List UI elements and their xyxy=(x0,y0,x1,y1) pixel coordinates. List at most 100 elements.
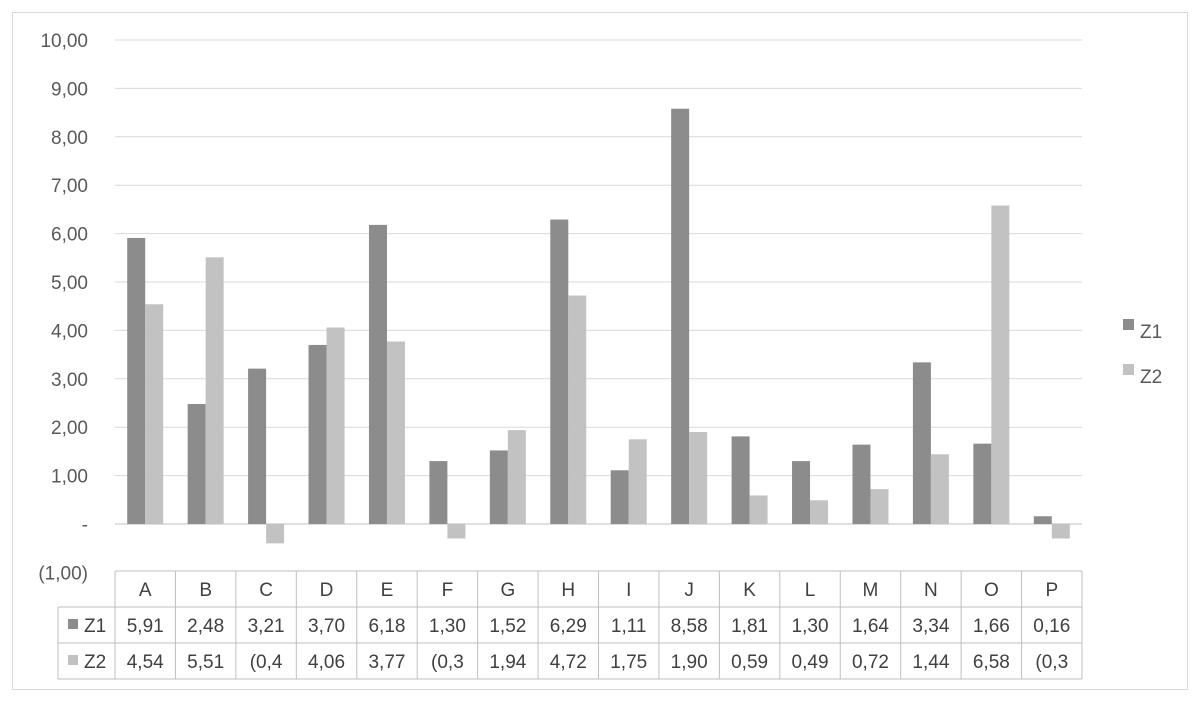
x-tick-label: B xyxy=(199,580,212,601)
table-value: 1,81 xyxy=(731,616,768,637)
table-value: 0,49 xyxy=(792,652,829,673)
bar-z2-o xyxy=(991,205,1010,524)
bars xyxy=(127,108,1070,544)
legend-label: Z1 xyxy=(1140,322,1162,343)
bar-z2-k xyxy=(749,495,768,524)
grid-lines xyxy=(115,39,1082,525)
table-series-label: Z2 xyxy=(84,652,106,673)
table-value: 4,54 xyxy=(127,652,164,673)
bar-z1-o xyxy=(973,443,992,524)
table-value: 3,70 xyxy=(308,616,345,637)
y-tick-label: 2,00 xyxy=(51,418,88,439)
table-value: 0,59 xyxy=(731,652,768,673)
x-tick-label: M xyxy=(863,580,879,601)
x-tick-label: I xyxy=(626,580,631,601)
bar-z2-a xyxy=(145,304,164,524)
table-value: 3,21 xyxy=(248,616,285,637)
x-tick-label: A xyxy=(139,580,152,601)
table-value: 4,06 xyxy=(308,652,345,673)
bar-z1-i xyxy=(610,470,629,524)
bar-z2-i xyxy=(628,439,647,524)
bar-z1-g xyxy=(489,450,508,524)
x-tick-label: G xyxy=(500,580,515,601)
table-value: 0,72 xyxy=(852,652,889,673)
bar-z2-m xyxy=(870,489,889,524)
legend-key xyxy=(1123,364,1134,375)
table-value: 3,34 xyxy=(912,616,949,637)
x-tick-label: L xyxy=(805,580,816,601)
y-tick-label: 6,00 xyxy=(51,225,88,246)
bar-z2-h xyxy=(568,295,587,524)
table-legend-key xyxy=(68,655,78,665)
table-value: 6,18 xyxy=(368,616,405,637)
table-value: 0,16 xyxy=(1033,616,1070,637)
table-value: 3,77 xyxy=(368,652,405,673)
bar-z2-d xyxy=(326,327,345,524)
bar-z2-c xyxy=(266,524,285,544)
table-value: 8,58 xyxy=(671,616,708,637)
table-legend-key xyxy=(68,619,78,629)
y-tick-label: 9,00 xyxy=(51,79,88,100)
table-value: 6,58 xyxy=(973,652,1010,673)
y-tick-label: 10,00 xyxy=(40,31,88,52)
x-tick-label: H xyxy=(561,580,575,601)
bar-z2-n xyxy=(930,454,949,524)
bar-z2-e xyxy=(386,341,405,524)
table-value: (0,3 xyxy=(1035,652,1068,673)
bar-z1-l xyxy=(792,461,811,524)
table-value: 1,52 xyxy=(489,616,526,637)
bar-z1-h xyxy=(550,219,569,524)
y-tick-label: - xyxy=(82,515,88,536)
x-tick-label: J xyxy=(684,580,694,601)
x-tick-label: K xyxy=(743,580,756,601)
x-tick-label: P xyxy=(1045,580,1058,601)
table-value: 1,44 xyxy=(912,652,949,673)
y-tick-label: (1,00) xyxy=(38,563,88,584)
legend-key xyxy=(1123,319,1134,330)
table-value: 1,11 xyxy=(611,616,647,637)
bar-z2-b xyxy=(205,257,224,524)
x-tick-label: O xyxy=(984,580,999,601)
x-tick-label: F xyxy=(442,580,454,601)
bar-z1-b xyxy=(187,403,206,524)
bar-z1-p xyxy=(1033,516,1052,524)
bar-z1-d xyxy=(308,344,327,524)
y-tick-label: 3,00 xyxy=(51,370,88,391)
table-value: 2,48 xyxy=(187,616,224,637)
table-series-label: Z1 xyxy=(84,616,106,637)
table-value: 4,72 xyxy=(550,652,587,673)
legend-label: Z2 xyxy=(1140,367,1162,388)
y-tick-label: 7,00 xyxy=(51,176,88,197)
table-value: 1,75 xyxy=(610,652,647,673)
table-value: 1,66 xyxy=(973,616,1010,637)
table-value: 1,90 xyxy=(671,652,708,673)
table-value: 6,29 xyxy=(550,616,587,637)
bar-z1-k xyxy=(731,436,750,524)
x-tick-label: E xyxy=(381,580,394,601)
table-value: 1,94 xyxy=(489,652,526,673)
bar-z1-m xyxy=(852,444,871,524)
bar-z2-f xyxy=(447,524,466,539)
table-value: 1,64 xyxy=(852,616,889,637)
table-value: 1,30 xyxy=(792,616,829,637)
x-tick-label: D xyxy=(320,580,334,601)
bar-z1-j xyxy=(671,108,690,524)
bar-z2-l xyxy=(810,500,829,524)
y-tick-label: 4,00 xyxy=(51,321,88,342)
legend: Z1 Z2 xyxy=(1123,319,1162,388)
bar-z2-g xyxy=(507,430,526,524)
data-table: A B C D E F G H I J K L M N O P Z1 5,91 2,48 3,21 3,70 6,18 1,… xyxy=(57,570,1083,680)
table-value: 5,51 xyxy=(187,652,224,673)
x-tick-label: N xyxy=(924,580,938,601)
bar-z2-p xyxy=(1051,524,1070,539)
bar-z1-f xyxy=(429,461,448,524)
bar-z1-a xyxy=(127,237,146,524)
bar-z1-n xyxy=(912,362,931,524)
table-value: (0,4 xyxy=(250,652,283,673)
y-tick-label: 8,00 xyxy=(51,128,88,149)
x-tick-label: C xyxy=(259,580,273,601)
y-tick-label: 1,00 xyxy=(51,467,88,488)
table-value: (0,3 xyxy=(431,652,464,673)
y-axis-ticks: 10,00 9,00 8,00 7,00 6,00 5,00 4,00 3,00 2,00 1,0… xyxy=(38,31,88,584)
